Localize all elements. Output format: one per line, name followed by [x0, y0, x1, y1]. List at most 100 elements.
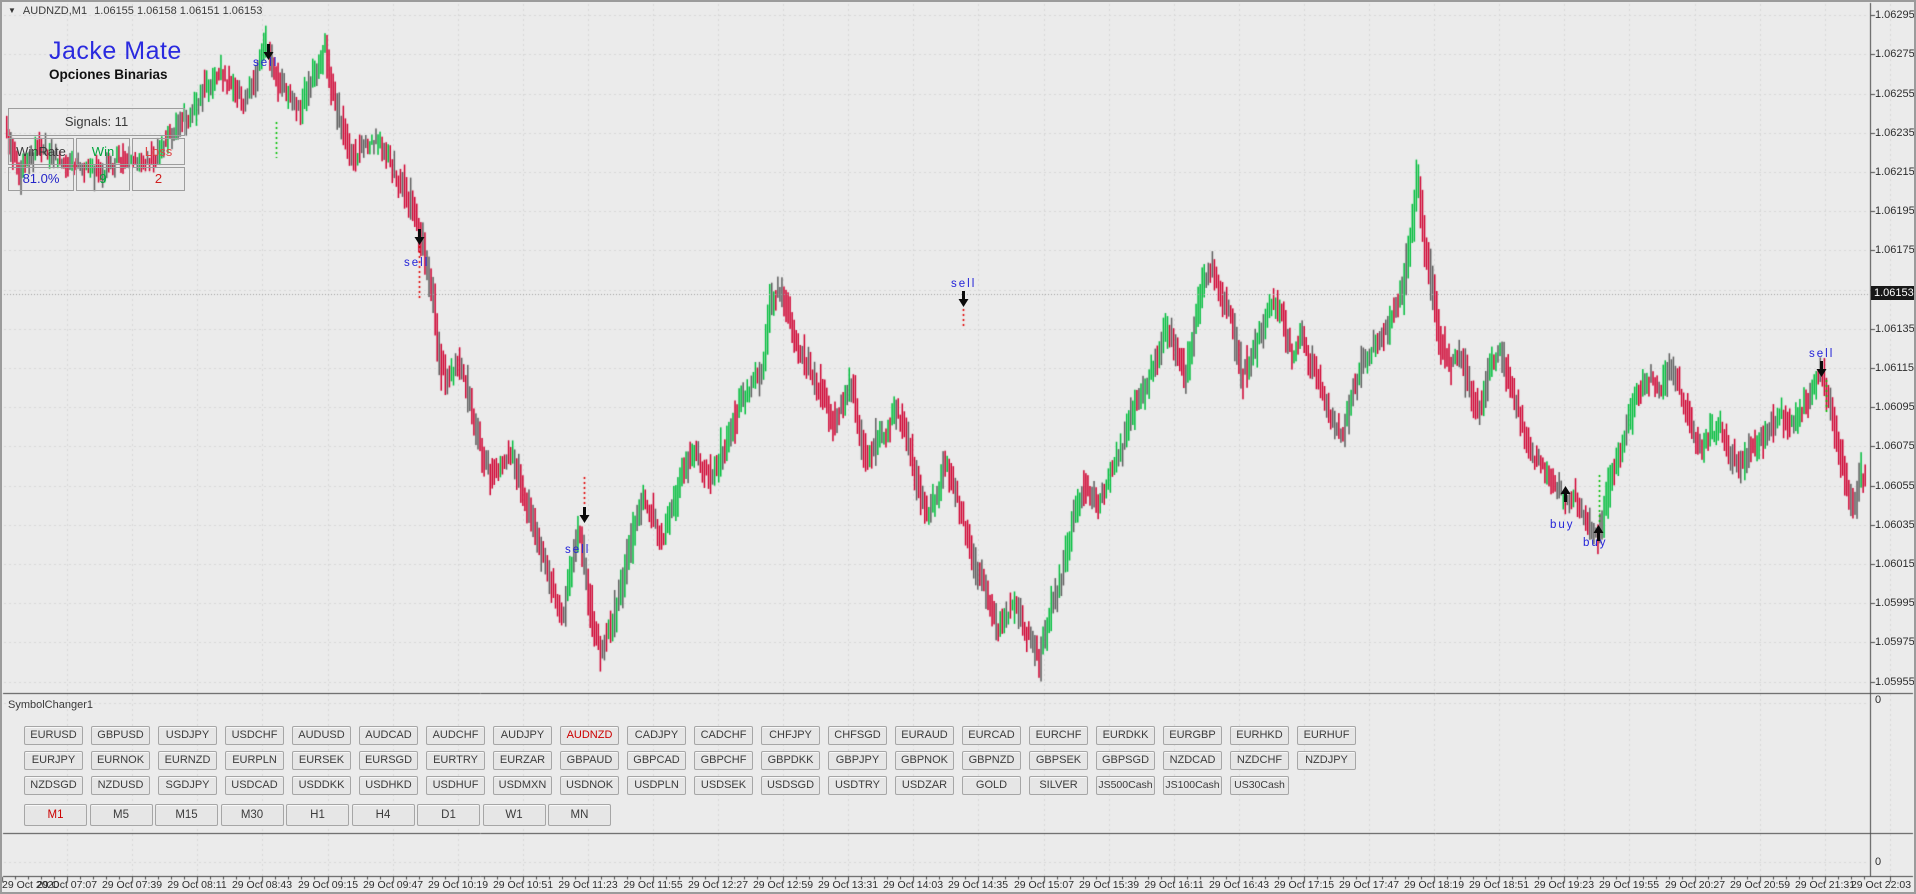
symbol-button-usdmxn[interactable]: USDMXN	[493, 776, 552, 795]
time-axis-label: 29 Oct 20:27	[1664, 879, 1726, 891]
signals-panel: Signals: 11 WinRate Win Loss 81.0% 9 2	[8, 108, 185, 191]
symbol-button-usdsek[interactable]: USDSEK	[694, 776, 753, 795]
symbol-button-js100cash[interactable]: JS100Cash	[1163, 776, 1222, 795]
sell-arrow-icon	[413, 229, 426, 245]
time-axis-label: 29 Oct 14:03	[882, 879, 944, 891]
symbol-button-usddkk[interactable]: USDDKK	[292, 776, 351, 795]
symbol-button-js500cash[interactable]: JS500Cash	[1096, 776, 1155, 795]
price-axis-label: 1.06015	[1875, 558, 1915, 570]
symbol-button-gbpchf[interactable]: GBPCHF	[694, 751, 753, 770]
chart-ohlc-values: 1.06155 1.06158 1.06151 1.06153	[94, 5, 263, 17]
price-axis-label: 1.06235	[1875, 126, 1915, 139]
timeframe-button-m15[interactable]: M15	[155, 804, 218, 826]
symbol-button-eurtry[interactable]: EURTRY	[426, 751, 485, 770]
symbol-button-chfjpy[interactable]: CHFJPY	[761, 726, 820, 745]
symbol-button-sgdjpy[interactable]: SGDJPY	[158, 776, 217, 795]
symbol-button-euraud[interactable]: EURAUD	[895, 726, 954, 745]
time-axis-label: 29 Oct 09:47	[362, 879, 424, 891]
time-axis-label: 29 Oct 08:11	[167, 879, 227, 891]
symbol-button-audcad[interactable]: AUDCAD	[359, 726, 418, 745]
symbol-button-eurhuf[interactable]: EURHUF	[1297, 726, 1356, 745]
symbol-button-eurcad[interactable]: EURCAD	[962, 726, 1021, 745]
symbol-button-gbpsgd[interactable]: GBPSGD	[1096, 751, 1155, 770]
timeframe-button-h1[interactable]: H1	[286, 804, 349, 826]
symbol-button-eurchf[interactable]: EURCHF	[1029, 726, 1088, 745]
time-axis-label: 29 Oct 19:23	[1533, 879, 1595, 891]
symbol-button-eurdkk[interactable]: EURDKK	[1096, 726, 1155, 745]
symbol-button-eurnok[interactable]: EURNOK	[91, 751, 150, 770]
symbol-button-eurzar[interactable]: EURZAR	[493, 751, 552, 770]
symbol-button-usdjpy[interactable]: USDJPY	[158, 726, 217, 745]
symbol-button-audnzd[interactable]: AUDNZD	[560, 726, 619, 745]
symbol-button-cadjpy[interactable]: CADJPY	[627, 726, 686, 745]
symbol-button-eursek[interactable]: EURSEK	[292, 751, 351, 770]
symbol-button-eurjpy[interactable]: EURJPY	[24, 751, 83, 770]
signals-count: Signals: 11	[8, 108, 185, 136]
symbol-button-gbpusd[interactable]: GBPUSD	[91, 726, 150, 745]
price-axis-label: 1.06095	[1875, 401, 1915, 414]
timeframe-button-w1[interactable]: W1	[482, 804, 546, 826]
time-axis-label: 29 Oct 16:43	[1208, 879, 1270, 891]
symbol-button-nzdsgd[interactable]: NZDSGD	[24, 776, 83, 795]
symbol-button-us30cash[interactable]: US30Cash	[1230, 776, 1289, 795]
symbol-button-eurusd[interactable]: EURUSD	[24, 726, 83, 745]
symbol-button-usdsgd[interactable]: USDSGD	[761, 776, 820, 795]
symbol-button-silver[interactable]: SILVER	[1029, 776, 1088, 795]
symbol-button-nzdchf[interactable]: NZDCHF	[1230, 751, 1289, 770]
win-value: 9	[76, 167, 130, 191]
symbol-button-cadchf[interactable]: CADCHF	[694, 726, 753, 745]
timeframe-button-m1[interactable]: M1	[24, 804, 87, 826]
symbol-button-audjpy[interactable]: AUDJPY	[493, 726, 552, 745]
time-axis-label: 29 Oct 09:15	[297, 879, 359, 891]
symbol-button-usdnok[interactable]: USDNOK	[560, 776, 619, 795]
symbol-button-usdchf[interactable]: USDCHF	[225, 726, 284, 745]
symbol-button-gbpnok[interactable]: GBPNOK	[895, 751, 954, 770]
symbol-button-audusd[interactable]: AUDUSD	[292, 726, 351, 745]
time-axis-label: 29 Oct 12:27	[687, 879, 749, 891]
symbol-button-nzdcad[interactable]: NZDCAD	[1163, 751, 1222, 770]
symbol-button-eurhkd[interactable]: EURHKD	[1230, 726, 1289, 745]
timeframe-button-h4[interactable]: H4	[351, 804, 415, 826]
symbol-button-gbpdkk[interactable]: GBPDKK	[761, 751, 820, 770]
symbol-button-usdpln[interactable]: USDPLN	[627, 776, 686, 795]
symbol-button-nzdusd[interactable]: NZDUSD	[91, 776, 150, 795]
sell-signal-label: sell	[253, 57, 279, 69]
symbol-dropdown-icon[interactable]: ▼	[8, 6, 16, 15]
time-axis-label: 29 Oct 11:23	[558, 879, 618, 891]
symbol-button-eurnzd[interactable]: EURNZD	[158, 751, 217, 770]
symbol-button-gbpnzd[interactable]: GBPNZD	[962, 751, 1021, 770]
symbol-button-usdzar[interactable]: USDZAR	[895, 776, 954, 795]
symbol-button-eursgd[interactable]: EURSGD	[359, 751, 418, 770]
brand-subtitle: Opciones Binarias	[49, 67, 168, 82]
time-axis-label: 29 Oct 14:35	[947, 879, 1009, 891]
symbol-button-gbpcad[interactable]: GBPCAD	[627, 751, 686, 770]
chart-symbol-period: AUDNZD,M1	[22, 5, 88, 17]
timeframe-button-mn[interactable]: MN	[548, 804, 611, 826]
symbol-button-chfsgd[interactable]: CHFSGD	[828, 726, 887, 745]
symbol-button-usdcad[interactable]: USDCAD	[225, 776, 284, 795]
sell-signal-label: sell	[404, 257, 430, 269]
symbol-button-usdtry[interactable]: USDTRY	[828, 776, 887, 795]
symbol-button-eurgbp[interactable]: EURGBP	[1163, 726, 1222, 745]
symbol-button-gbpaud[interactable]: GBPAUD	[560, 751, 619, 770]
symbol-button-audchf[interactable]: AUDCHF	[426, 726, 485, 745]
symbol-button-usdhuf[interactable]: USDHUF	[426, 776, 485, 795]
price-axis-label: 1.06275	[1875, 48, 1915, 61]
symbol-button-gbpjpy[interactable]: GBPJPY	[828, 751, 887, 770]
timeframe-button-m30[interactable]: M30	[220, 804, 284, 826]
symbol-button-usdhkd[interactable]: USDHKD	[359, 776, 418, 795]
price-axis-label: 1.05995	[1875, 597, 1915, 610]
timeframe-button-m5[interactable]: M5	[89, 804, 153, 826]
symbol-button-nzdjpy[interactable]: NZDJPY	[1297, 751, 1356, 770]
price-axis-label: 1.06055	[1875, 479, 1915, 492]
price-axis-label: 1.05955	[1875, 675, 1915, 688]
time-axis-label: 29 Oct 2020	[2, 879, 60, 891]
symbol-button-eurpln[interactable]: EURPLN	[225, 751, 284, 770]
symbol-button-gold[interactable]: GOLD	[962, 776, 1021, 795]
symbol-button-gbpsek[interactable]: GBPSEK	[1029, 751, 1088, 770]
buy-arrow-icon	[1592, 525, 1605, 541]
timeframe-button-d1[interactable]: D1	[417, 804, 480, 826]
